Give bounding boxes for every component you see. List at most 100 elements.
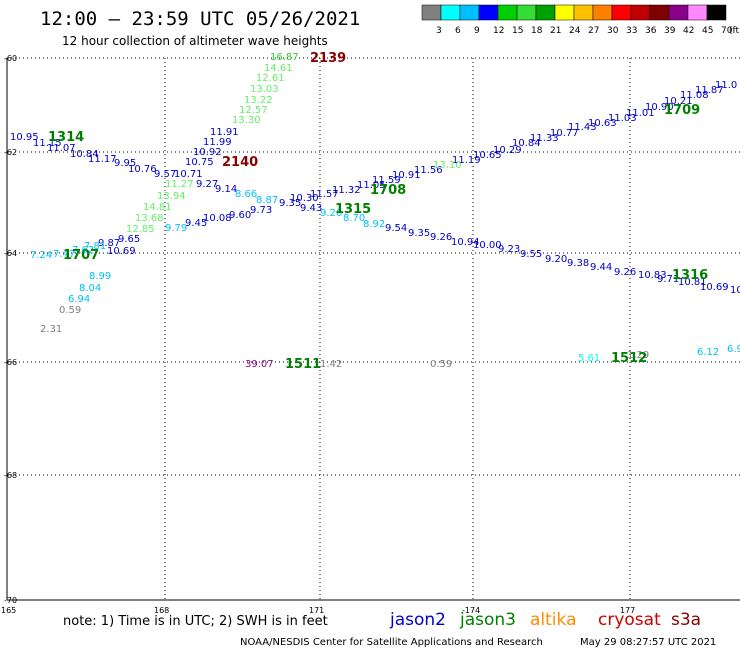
- swh-value-label: 11.32: [332, 185, 361, 196]
- swh-value-label: 10.81: [678, 277, 707, 288]
- pass-time-label: 1314: [48, 130, 84, 145]
- pass-time-labels: 2139 1314 2140 1709 1708 1315 1707 1316 1511 1512: [48, 51, 708, 372]
- colorbar-tick-label: 6: [455, 26, 461, 36]
- latitude-label: -68: [4, 471, 17, 480]
- swh-value-label: 8.99: [89, 271, 111, 282]
- swh-value-label: 8.66: [235, 189, 257, 200]
- swh-value-label: 6.94: [68, 294, 90, 305]
- latitude-label: -66: [4, 358, 17, 367]
- colorbar-swatch: [440, 4, 461, 21]
- swh-value-label: 13.30: [232, 115, 261, 126]
- swh-value-label: 8.92: [363, 219, 385, 230]
- swh-value-label: 8.04: [79, 283, 101, 294]
- swh-value-label: 10.65: [473, 150, 502, 161]
- swh-value-label: 9.73: [250, 205, 272, 216]
- legend-altika: altika: [530, 610, 577, 630]
- swh-value-label: 10.69: [107, 246, 136, 257]
- colorbar-swatch: [630, 4, 651, 21]
- colorbar-swatch: [649, 4, 670, 21]
- colorbar-tick-label: 45: [702, 26, 713, 36]
- swh-value-label: 7.47: [53, 249, 75, 260]
- swh-value-label: 11.87: [695, 85, 724, 96]
- swh-value-label: 10.77: [550, 128, 579, 139]
- swh-value-label: 1.42: [320, 359, 342, 370]
- colorbar-tick-label: 39: [664, 26, 676, 36]
- swh-value-label: 11.91: [210, 127, 239, 138]
- swh-value-label: 11.19: [452, 155, 481, 166]
- longitude-label: 171: [309, 606, 324, 615]
- swh-value-label: 6.12: [697, 347, 719, 358]
- swh-value-label: 11.56: [414, 165, 443, 176]
- swh-value-label: 5.61: [578, 353, 600, 364]
- colorbar-swatch: [516, 4, 537, 21]
- swh-value-label: 11.99: [203, 137, 232, 148]
- longitude-label: 177: [620, 606, 635, 615]
- swh-value-label: 6.9: [727, 344, 740, 355]
- colorbar-tick-label: 36: [645, 26, 657, 36]
- colorbar-tick-label: 70: [721, 26, 733, 36]
- swh-value-label: 9.38: [567, 258, 589, 269]
- pass-time-label: 1511: [285, 357, 321, 372]
- colorbar-swatch: [554, 4, 575, 21]
- pass-time-label: 1709: [664, 103, 700, 118]
- swh-value-label: 9.20: [320, 208, 342, 219]
- pass-time-label: 1316: [672, 268, 708, 283]
- footer-credit: NOAA/NESDIS Center for Satellite Applica…: [240, 637, 543, 648]
- longitude-label: 168: [154, 606, 169, 615]
- swh-value-label: 10.69: [700, 282, 729, 293]
- swh-value-label: 12.85: [126, 224, 155, 235]
- swh-value-label: 9.43: [300, 203, 322, 214]
- swh-value-label: 9.87: [98, 238, 120, 249]
- swh-value-label: 10.00: [473, 240, 502, 251]
- swh-value-label: 14.61: [264, 63, 293, 74]
- footer-generated: May 29 08:27:57 UTC 2021: [580, 637, 716, 648]
- colorbar-swatch: [687, 4, 708, 21]
- longitude-label: 165: [1, 606, 16, 615]
- pass-time-label: 1512: [611, 351, 647, 366]
- colorbar-swatch: [668, 4, 689, 21]
- swh-value-label: 9.26: [614, 267, 636, 278]
- swh-value-label: 10.76: [128, 164, 157, 175]
- swh-value-label: 11.05: [357, 180, 386, 191]
- colorbar-swatch: [706, 4, 727, 21]
- swh-value-label: 9.95: [114, 158, 136, 169]
- swh-value-label: 10.90: [645, 102, 674, 113]
- legend-s3a: s3a: [671, 610, 701, 630]
- legend-jason3: jason3: [459, 610, 516, 630]
- swh-value-label: 9.35: [408, 228, 430, 239]
- colorbar-tick-label: 27: [588, 26, 599, 36]
- swh-value-label: 13.68: [135, 213, 164, 224]
- swh-value-label: 11.27: [165, 179, 194, 190]
- colorbar-swatch: [459, 4, 480, 21]
- swh-value-label: 2.31: [40, 324, 62, 335]
- swh-value-label: 9.44: [590, 262, 612, 273]
- swh-value-label: 9.65: [118, 234, 140, 245]
- colorbar-swatch: [573, 4, 594, 21]
- swh-value-label: 14.81: [143, 202, 172, 213]
- swh-value-label: 10.75: [185, 157, 214, 168]
- latitude-label: -70: [4, 596, 17, 605]
- colorbar-tick-label: 42: [683, 26, 694, 36]
- swh-value-label: 10: [730, 285, 740, 296]
- swh-value-label: 10.95: [10, 132, 39, 143]
- colorbar-swatch: [421, 4, 442, 21]
- swh-value-label: 13.10: [433, 160, 462, 171]
- colorbar-tick-label: 9: [474, 26, 480, 36]
- colorbar-tick-label: 33: [626, 26, 637, 36]
- lat-lon-grid: [7, 57, 740, 600]
- swh-value-label: 13.03: [250, 84, 279, 95]
- swh-value-label: 10.84: [70, 149, 99, 160]
- colorbar-swatch: [611, 4, 632, 21]
- swh-value-label: 9.60: [229, 210, 251, 221]
- swh-value-label: 11.03: [608, 113, 637, 124]
- swh-value-label: 11.57: [310, 189, 339, 200]
- map-title: 12:00 — 23:59 UTC 05/26/2021: [40, 8, 360, 30]
- swh-value-label: 11.59: [372, 175, 401, 186]
- swh-value-label: 11.15: [33, 138, 62, 149]
- swh-value-label: 0.59: [59, 305, 81, 316]
- latitude-label: -62: [4, 148, 17, 157]
- swh-value-label: 10.94: [451, 237, 480, 248]
